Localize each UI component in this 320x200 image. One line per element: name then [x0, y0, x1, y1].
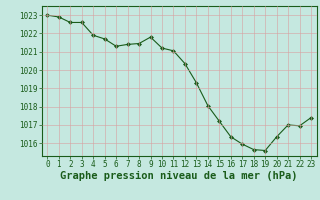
X-axis label: Graphe pression niveau de la mer (hPa): Graphe pression niveau de la mer (hPa): [60, 171, 298, 181]
